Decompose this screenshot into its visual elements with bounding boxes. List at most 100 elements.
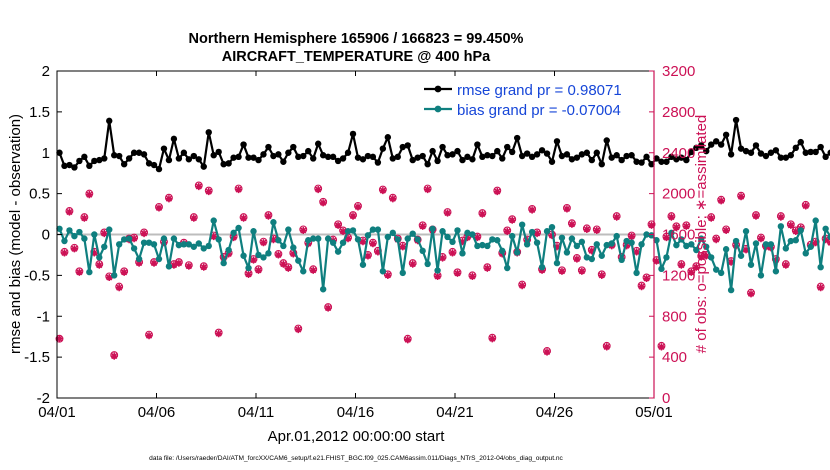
rmse-point [270, 152, 277, 160]
rmse-point [235, 153, 242, 161]
y-right-tick-label: 0 [662, 390, 670, 407]
x-tick-label: 04/26 [536, 404, 574, 421]
rmse-point [329, 153, 337, 161]
obs-assimilated-point [702, 252, 710, 260]
rmse-point [185, 156, 193, 163]
bias-point [583, 254, 591, 261]
rmse-point [394, 153, 401, 161]
bias-point [344, 228, 352, 235]
rmse-point [195, 156, 202, 163]
y-left-tick-label: -2 [37, 390, 50, 407]
obs-assimilated-point [493, 187, 501, 196]
obs-assimilated-point [478, 210, 486, 218]
bias-point [712, 266, 720, 273]
y-left-tick-label: 0 [42, 227, 50, 244]
y-axis-right-label: # of obs: o=possible; ∗=assimilated [693, 115, 710, 354]
bias-point [260, 254, 267, 261]
bias-point [314, 235, 322, 242]
obs-assimilated-point [752, 212, 760, 220]
bias-point [593, 241, 600, 248]
obs-assimilated-point [130, 234, 138, 243]
bias-point [404, 235, 411, 242]
bias-point [678, 236, 685, 243]
obs-assimilated-point [473, 233, 481, 242]
obs-assimilated-point [717, 197, 725, 205]
bias-point [548, 223, 556, 231]
y-left-tick-label: -1 [37, 308, 50, 325]
bias-point [56, 225, 63, 232]
rmse-point [658, 158, 665, 165]
obs-assimilated-point [463, 233, 472, 242]
bias-point [523, 241, 531, 248]
rmse-point [717, 141, 725, 148]
bias-point [518, 221, 526, 228]
rmse-point [295, 153, 302, 161]
obs-assimilated-point [483, 264, 491, 272]
bias-point [91, 231, 98, 238]
bias-point [310, 235, 317, 242]
bias-point [230, 229, 237, 237]
rmse-point [71, 164, 78, 171]
obs-assimilated-point [448, 249, 457, 257]
rmse-point [693, 144, 700, 152]
obs-assimilated-point [239, 214, 248, 222]
obs-assimilated-point [284, 264, 292, 272]
bias-point [280, 242, 287, 250]
bias-point [568, 235, 576, 242]
data-file-footer: data file: /Users/raeder/DAI/ATM_forcXX/… [149, 455, 563, 462]
rmse-point [434, 157, 441, 165]
obs-assimilated-point [80, 214, 88, 222]
obs-assimilated-point [628, 232, 636, 241]
rmse-point [389, 155, 397, 162]
bias-point [499, 247, 506, 255]
obs-assimilated-point [314, 185, 322, 194]
obs-assimilated-point [85, 191, 93, 199]
rmse-point [354, 154, 362, 161]
bias-point [792, 237, 799, 244]
rmse-point [732, 116, 740, 124]
bias-point [245, 264, 252, 272]
bias-point [722, 246, 730, 253]
obs-assimilated-point [528, 206, 536, 214]
bias-point [588, 255, 596, 263]
obs-assimilated-point [563, 205, 571, 213]
obs-assimilated-point [70, 245, 79, 253]
rmse-point [509, 148, 516, 156]
bias-point [787, 237, 795, 245]
rmse-point [638, 159, 645, 166]
bias-point [767, 241, 775, 248]
obs-assimilated-point [419, 222, 427, 230]
rmse-point [588, 156, 596, 164]
rmse-point [653, 155, 660, 162]
obs-assimilated-point [543, 348, 551, 356]
bias-point [618, 256, 625, 264]
bias-point [155, 255, 163, 263]
obs-assimilated-point [687, 268, 695, 276]
rmse-point [140, 151, 148, 158]
bias-point [81, 235, 88, 242]
obs-assimilated-point [299, 226, 307, 235]
bias-point [285, 226, 292, 233]
bias-point [484, 242, 491, 250]
rmse-point [812, 148, 819, 156]
rmse-point [404, 142, 411, 149]
rmse-point [379, 145, 387, 152]
obs-assimilated-point [692, 263, 700, 271]
bias-point [777, 223, 785, 230]
bias-point [648, 232, 655, 239]
bias-point [324, 235, 332, 242]
bias-point [394, 236, 401, 243]
bias-point [489, 236, 496, 243]
obs-assimilated-point [503, 227, 511, 236]
bias-point [295, 257, 302, 264]
obs-assimilated-point [533, 229, 541, 238]
rmse-point [648, 160, 655, 168]
bias-point [444, 233, 451, 241]
bias-point [504, 264, 511, 272]
obs-assimilated-point [792, 227, 800, 236]
bias-point [305, 237, 312, 244]
rmse-point [683, 156, 690, 164]
legend-rmse-marker [434, 85, 442, 93]
rmse-point [86, 162, 93, 170]
rmse-point [469, 156, 476, 163]
